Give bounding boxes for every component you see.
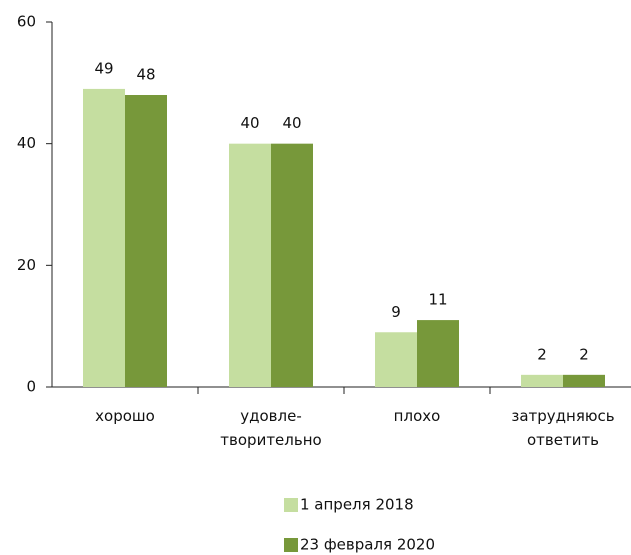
bar bbox=[417, 320, 459, 387]
y-tick-label: 0 bbox=[26, 378, 36, 396]
legend-label: 23 февраля 2020 bbox=[300, 536, 435, 554]
x-tick-label: затрудняюсь ответить bbox=[511, 407, 615, 449]
bar bbox=[375, 332, 417, 387]
data-label: 40 bbox=[282, 114, 301, 132]
legend-swatch bbox=[284, 498, 298, 512]
data-label: 40 bbox=[240, 114, 259, 132]
data-label: 48 bbox=[136, 66, 155, 84]
y-tick-label: 60 bbox=[17, 13, 36, 31]
bar bbox=[271, 143, 313, 387]
x-tick-label: хорошо bbox=[95, 407, 155, 425]
y-tick-label: 40 bbox=[17, 134, 36, 152]
bar bbox=[563, 374, 605, 387]
data-label: 2 bbox=[579, 345, 589, 363]
data-label: 2 bbox=[537, 345, 547, 363]
x-tick-label: удовле- творительно bbox=[220, 407, 322, 449]
data-label: 49 bbox=[94, 59, 113, 77]
y-tick-label: 20 bbox=[17, 256, 36, 274]
bar bbox=[83, 88, 125, 388]
x-tick-label: плохо bbox=[393, 407, 441, 425]
data-label: 11 bbox=[428, 291, 447, 309]
legend-swatch bbox=[284, 538, 298, 552]
bar bbox=[125, 95, 167, 387]
legend-label: 1 апреля 2018 bbox=[300, 496, 414, 514]
data-label: 9 bbox=[391, 303, 401, 321]
bar bbox=[521, 374, 563, 387]
bar bbox=[229, 143, 271, 387]
